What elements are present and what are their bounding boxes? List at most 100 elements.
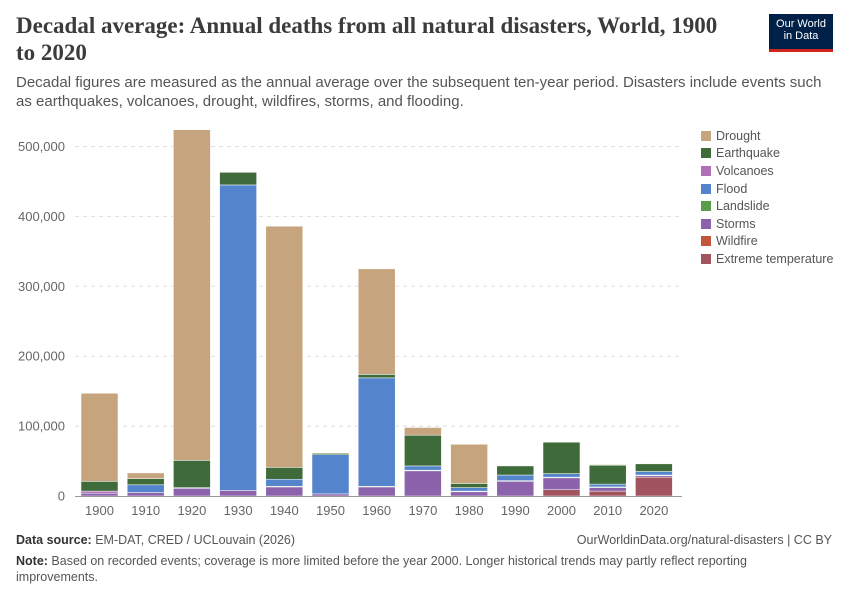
note-text: Based on recorded events; coverage is mo… bbox=[16, 554, 747, 584]
legend-swatch bbox=[701, 236, 711, 247]
bar-earthquake-2000 bbox=[542, 441, 581, 474]
bar-storms-1940 bbox=[265, 486, 304, 497]
legend-label: Earthquake bbox=[716, 146, 780, 161]
bar-earthquake-1970 bbox=[404, 434, 442, 467]
legend-item-drought[interactable]: Drought bbox=[701, 127, 833, 145]
x-tick-label: 1910 bbox=[131, 503, 160, 518]
legend-label: Storms bbox=[716, 216, 756, 231]
chart-subtitle: Decadal figures are measured as the annu… bbox=[16, 74, 822, 110]
legend-item-storms[interactable]: Storms bbox=[701, 215, 833, 233]
owid-logo[interactable]: Our World in Data bbox=[769, 14, 833, 52]
legend-label: Drought bbox=[716, 128, 761, 143]
bar-flood-1970 bbox=[404, 465, 442, 471]
bar-extreme-temperature-2010 bbox=[588, 490, 627, 497]
bar-drought-1970 bbox=[404, 427, 442, 436]
y-tick-label: 300,000 bbox=[18, 279, 65, 294]
bar-extreme-temperature-2020 bbox=[635, 476, 673, 497]
bar-flood-1950 bbox=[311, 454, 350, 495]
bar-drought-1900 bbox=[80, 392, 119, 482]
data-source-text: EM-DAT, CRED / UCLouvain (2026) bbox=[91, 533, 296, 547]
bar-earthquake-1930 bbox=[219, 172, 257, 186]
x-tick-label: 1990 bbox=[501, 503, 530, 518]
data-source-label: Data source: bbox=[16, 533, 92, 547]
bar-drought-1920 bbox=[173, 129, 211, 461]
bar-storms-1970 bbox=[404, 470, 442, 497]
legend-label: Volcanoes bbox=[716, 163, 774, 178]
bar-storms-2000 bbox=[542, 477, 581, 490]
data-source: Data source: EM-DAT, CRED / UCLouvain (2… bbox=[16, 533, 295, 547]
x-tick-label: 2020 bbox=[639, 503, 668, 518]
bar-earthquake-1960 bbox=[357, 374, 396, 379]
legend-item-wildfire[interactable]: Wildfire bbox=[701, 233, 833, 251]
y-tick-label: 200,000 bbox=[18, 349, 65, 364]
chart-note: Note: Based on recorded events; coverage… bbox=[16, 553, 816, 585]
bar-storms-1980 bbox=[450, 491, 488, 497]
bar-storms-1990 bbox=[496, 481, 535, 497]
legend-swatch bbox=[701, 130, 711, 141]
y-tick-label: 100,000 bbox=[18, 419, 65, 434]
logo-line-2: in Data bbox=[783, 30, 819, 42]
bar-flood-2000 bbox=[542, 473, 581, 478]
legend-swatch bbox=[701, 253, 711, 264]
x-tick-label: 1930 bbox=[224, 503, 253, 518]
bar-volcanoes-1900 bbox=[80, 490, 119, 494]
legend-item-volcanoes[interactable]: Volcanoes bbox=[701, 162, 833, 180]
bar-storms-1920 bbox=[173, 488, 211, 497]
bar-flood-1910 bbox=[126, 484, 165, 493]
bar-flood-2010 bbox=[588, 483, 627, 488]
x-tick-label: 2010 bbox=[593, 503, 622, 518]
bar-flood-1980 bbox=[450, 487, 488, 492]
bar-storms-2010 bbox=[588, 487, 627, 492]
bar-earthquake-1980 bbox=[450, 483, 488, 488]
logo-line-1: Our World bbox=[776, 18, 826, 30]
legend-item-flood[interactable]: Flood bbox=[701, 180, 833, 198]
legend-swatch bbox=[701, 148, 711, 159]
legend-label: Landslide bbox=[716, 199, 770, 214]
legend-swatch bbox=[701, 165, 711, 176]
bar-storms-1900 bbox=[80, 492, 119, 497]
bar-flood-1930 bbox=[219, 184, 257, 491]
x-tick-label: 1900 bbox=[85, 503, 114, 518]
bar-drought-2010 bbox=[588, 464, 627, 466]
legend-swatch bbox=[701, 201, 711, 212]
y-tick-label: 400,000 bbox=[18, 209, 65, 224]
note-label: Note: bbox=[16, 554, 48, 568]
bar-flood-2020 bbox=[635, 471, 673, 476]
bar-flood-1990 bbox=[496, 474, 535, 481]
y-tick-label: 500,000 bbox=[18, 139, 65, 154]
bar-earthquake-2020 bbox=[635, 463, 673, 472]
x-tick-label: 1940 bbox=[270, 503, 299, 518]
bar-drought-1980 bbox=[450, 444, 488, 484]
x-tick-label: 1970 bbox=[408, 503, 437, 518]
bar-earthquake-1910 bbox=[126, 478, 165, 486]
bar-storms-1930 bbox=[219, 490, 257, 497]
source-url-link[interactable]: OurWorldinData.org/natural-disasters | C… bbox=[576, 533, 832, 547]
bar-flood-1940 bbox=[265, 478, 304, 487]
x-tick-label: 1920 bbox=[177, 503, 206, 518]
legend-item-earthquake[interactable]: Earthquake bbox=[701, 145, 833, 163]
bar-earthquake-1900 bbox=[80, 481, 119, 492]
bar-drought-1960 bbox=[357, 268, 396, 375]
bar-extreme-temperature-2000 bbox=[542, 489, 581, 497]
bar-earthquake-1990 bbox=[496, 465, 535, 476]
bar-earthquake-1950 bbox=[311, 453, 350, 456]
legend-item-landslide[interactable]: Landslide bbox=[701, 197, 833, 215]
legend-label: Extreme temperature bbox=[716, 251, 834, 266]
x-tick-label: 1960 bbox=[362, 503, 391, 518]
legend-label: Wildfire bbox=[716, 234, 758, 249]
chart-title: Decadal average: Annual deaths from all … bbox=[16, 13, 718, 65]
y-tick-label: 0 bbox=[58, 489, 65, 504]
x-tick-label: 1980 bbox=[455, 503, 484, 518]
bar-drought-1910 bbox=[126, 472, 165, 479]
legend: Drought Earthquake Volcanoes Flood Landslide… bbox=[701, 127, 833, 268]
legend-swatch bbox=[701, 183, 711, 194]
bar-earthquake-1920 bbox=[173, 460, 211, 488]
legend-label: Flood bbox=[716, 181, 748, 196]
legend-swatch bbox=[701, 218, 711, 229]
bar-storms-1950 bbox=[311, 493, 350, 497]
x-tick-label: 1950 bbox=[316, 503, 345, 518]
legend-item-extreme-temperature[interactable]: Extreme temperature bbox=[701, 250, 833, 268]
bar-earthquake-2010 bbox=[588, 464, 627, 485]
bar-flood-1960 bbox=[357, 377, 396, 487]
